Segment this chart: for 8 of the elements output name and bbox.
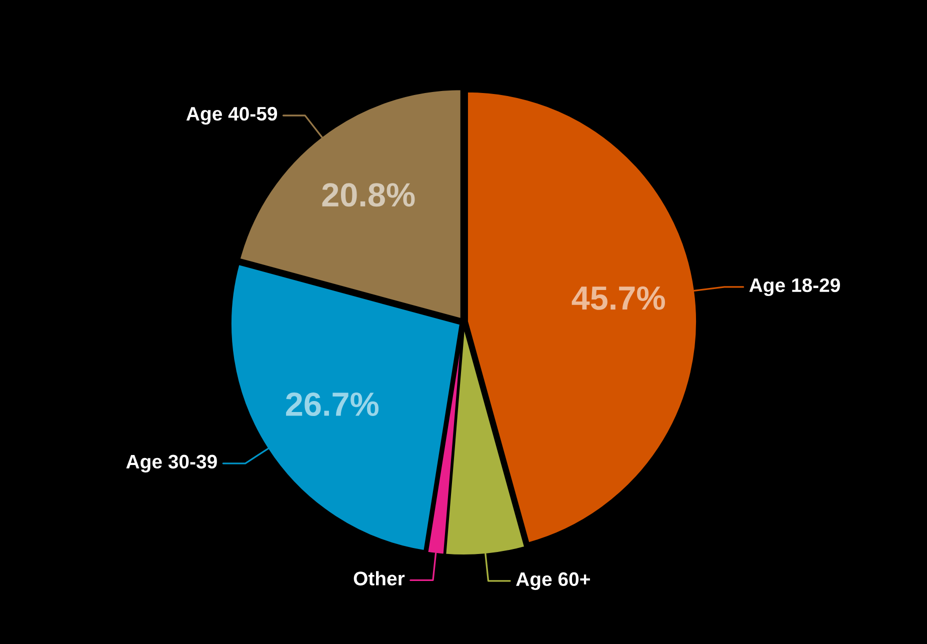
slice-label: Age 60+ [516, 572, 590, 590]
data-label: 26.7% [286, 392, 379, 416]
data-label: 20.8% [322, 183, 415, 207]
slice-label: Other [354, 571, 405, 586]
data-label: 45.7% [572, 286, 665, 310]
slice-label: Age 18-29 [749, 278, 840, 296]
slice-label: Age 40-59 [186, 106, 278, 125]
slice-label: Age 30-39 [126, 454, 217, 472]
